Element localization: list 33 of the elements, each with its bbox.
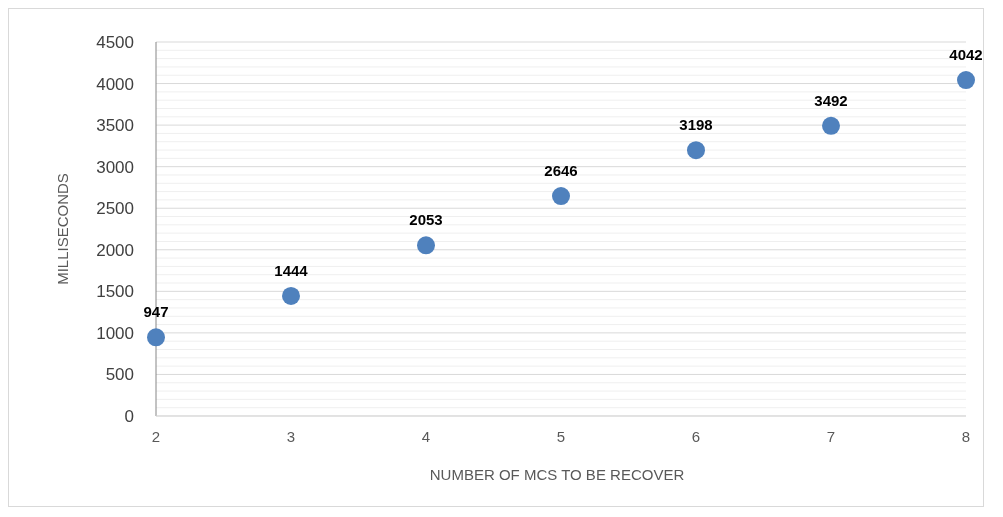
point [282,287,300,305]
y-tick-label: 2500 [96,199,134,219]
y-axis-title: MILLISECONDS [54,173,71,285]
x-tick-label: 8 [961,428,971,445]
x-tick-label: 4 [421,428,431,445]
y-tick-label: 4500 [96,32,134,52]
point [957,71,975,90]
data-label: 947 [143,303,169,321]
y-tick-label: 0 [124,406,134,426]
y-tick-label: 1500 [96,282,134,302]
point [552,187,570,206]
y-tick-label: 500 [105,365,134,385]
point [822,116,840,135]
y-tick-label: 4000 [96,74,134,94]
y-tick-label: 3000 [96,157,134,177]
point [147,328,165,347]
data-label: 2053 [409,211,443,229]
x-axis-title: NUMBER OF MCS TO BE RECOVER [429,466,685,483]
x-tick-label: 2 [151,428,161,445]
data-label: 3198 [679,116,713,134]
point [417,236,435,255]
y-tick-label: 3500 [96,116,134,136]
point [687,141,705,160]
data-label: 3492 [814,91,848,109]
x-tick-label: 5 [556,428,566,445]
y-tick-label: 1000 [96,323,134,343]
x-tick-label: 6 [691,428,701,445]
data-label: 2646 [544,162,578,180]
data-label: 4042 [949,46,983,64]
y-tick-label: 2000 [96,240,134,260]
data-label: 1444 [274,261,309,279]
x-tick-label: 3 [286,428,296,445]
x-tick-label: 7 [826,428,836,445]
